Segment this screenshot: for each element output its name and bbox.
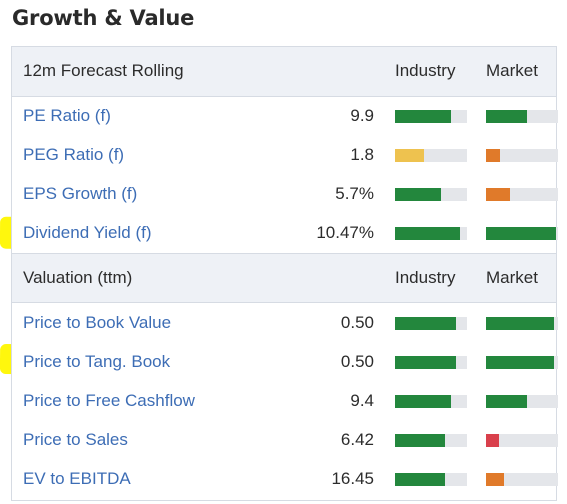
metric-value: 10.47% (316, 223, 374, 242)
market-rank-bar-fill (486, 149, 501, 162)
metric-row: PEG Ratio (f) 1.8 (12, 136, 558, 175)
metric-link[interactable]: Price to Tang. Book (23, 352, 171, 371)
valuation-section-header: Valuation (ttm) Industry Market (12, 253, 556, 303)
market-rank-bar (486, 149, 558, 162)
metric-link[interactable]: Dividend Yield (f) (23, 223, 152, 242)
industry-rank-bar (395, 149, 467, 162)
industry-rank-bar (395, 227, 467, 240)
valuation-section-label: Valuation (ttm) (23, 268, 133, 287)
forecast-section-header: 12m Forecast Rolling Industry Market (12, 47, 556, 97)
market-rank-bar-fill (486, 227, 556, 240)
market-rank-bar (486, 110, 558, 123)
market-rank-bar (486, 188, 558, 201)
industry-rank-bar (395, 110, 467, 123)
market-rank-bar (486, 356, 558, 369)
metric-row: Price to Free Cashflow 9.4 (12, 382, 558, 421)
market-rank-bar (486, 227, 558, 240)
metric-row: Price to Sales 6.42 (12, 421, 558, 460)
metric-row: EV to EBITDA 16.45 (12, 460, 558, 499)
industry-rank-bar-fill (395, 149, 424, 162)
market-rank-bar-fill (486, 110, 528, 123)
metric-link[interactable]: EPS Growth (f) (23, 184, 138, 203)
market-rank-bar (486, 317, 558, 330)
forecast-market-header: Market (486, 61, 538, 80)
market-rank-bar (486, 434, 558, 447)
metric-link[interactable]: EV to EBITDA (23, 469, 131, 488)
industry-rank-bar (395, 473, 467, 486)
metric-value: 5.7% (335, 184, 374, 203)
industry-rank-bar (395, 188, 467, 201)
metric-row: Dividend Yield (f) 10.47% (12, 214, 558, 253)
metric-row: PE Ratio (f) 9.9 (12, 97, 558, 136)
market-rank-bar-fill (486, 188, 510, 201)
industry-rank-bar-fill (395, 188, 442, 201)
metric-value: 0.50 (340, 313, 374, 332)
market-rank-bar-fill (486, 395, 528, 408)
metric-link[interactable]: Price to Free Cashflow (23, 391, 195, 410)
forecast-industry-header: Industry (395, 61, 456, 80)
market-rank-bar (486, 473, 558, 486)
metric-row: Price to Tang. Book 0.50 (12, 343, 558, 382)
industry-rank-bar (395, 356, 467, 369)
industry-rank-bar-fill (395, 356, 457, 369)
industry-rank-bar-fill (395, 395, 452, 408)
forecast-section-label: 12m Forecast Rolling (23, 61, 184, 80)
industry-rank-bar-fill (395, 317, 457, 330)
metric-value: 16.45 (331, 469, 374, 488)
metric-link[interactable]: PE Ratio (f) (23, 106, 111, 125)
industry-rank-bar-fill (395, 434, 446, 447)
valuation-market-header: Market (486, 268, 538, 287)
market-rank-bar-fill (486, 317, 555, 330)
metric-value: 9.4 (350, 391, 374, 410)
industry-rank-bar (395, 395, 467, 408)
metric-row: EPS Growth (f) 5.7% (12, 175, 558, 214)
metric-value: 1.8 (350, 145, 374, 164)
industry-rank-bar (395, 434, 467, 447)
growth-value-panel: 12m Forecast Rolling Industry Market PE … (11, 46, 558, 501)
market-rank-bar (486, 395, 558, 408)
metric-value: 6.42 (340, 430, 374, 449)
metric-link[interactable]: Price to Sales (23, 430, 128, 449)
metric-row: Price to Book Value 0.50 (12, 304, 558, 343)
industry-rank-bar-fill (395, 473, 446, 486)
industry-rank-bar (395, 317, 467, 330)
industry-rank-bar-fill (395, 227, 460, 240)
metric-link[interactable]: Price to Book Value (23, 313, 172, 332)
market-rank-bar-fill (486, 356, 555, 369)
metric-value: 9.9 (350, 106, 374, 125)
market-rank-bar-fill (486, 473, 504, 486)
page-title: Growth & Value (12, 6, 195, 30)
metric-link[interactable]: PEG Ratio (f) (23, 145, 125, 164)
metric-value: 0.50 (340, 352, 374, 371)
valuation-industry-header: Industry (395, 268, 456, 287)
market-rank-bar-fill (486, 434, 499, 447)
industry-rank-bar-fill (395, 110, 452, 123)
